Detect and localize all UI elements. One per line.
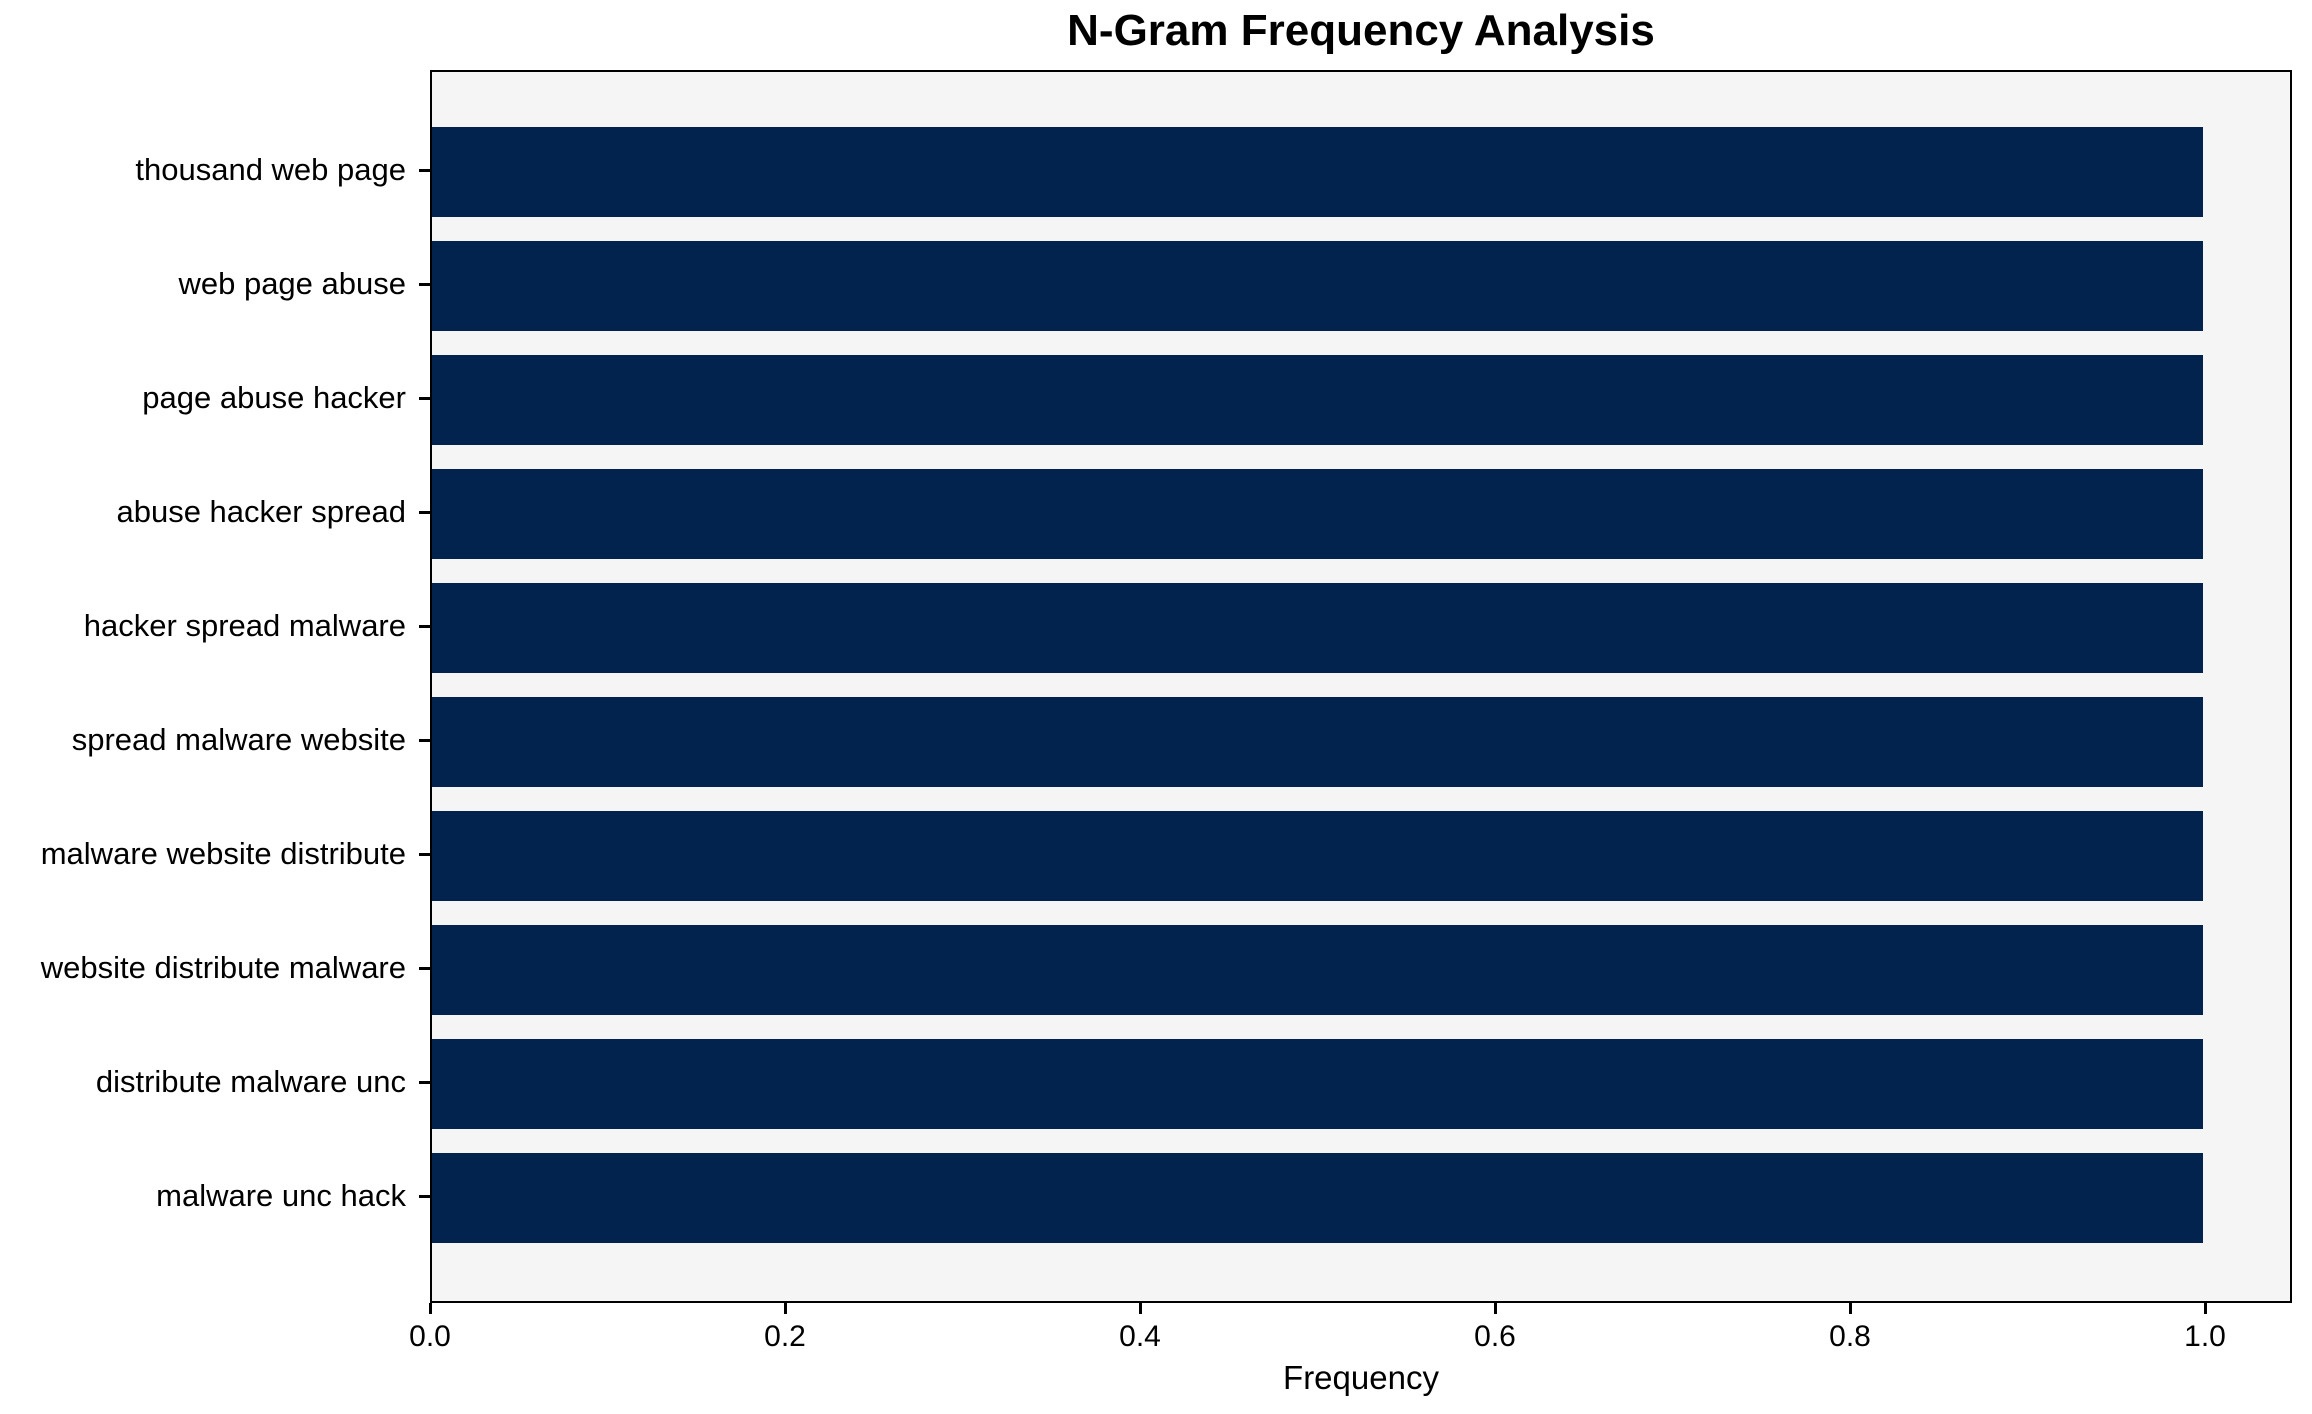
x-axis-tick [428, 1303, 432, 1314]
bar [432, 583, 2204, 673]
y-axis-label: distribute malware unc [95, 1063, 406, 1099]
x-axis-tick [783, 1303, 787, 1314]
bar [432, 241, 2204, 331]
plot-area [430, 70, 2292, 1303]
y-axis-tick [419, 510, 430, 514]
y-axis-tick [419, 168, 430, 172]
y-axis-tick [419, 1194, 430, 1198]
y-axis-tick [419, 852, 430, 856]
y-axis-label: spread malware website [71, 721, 406, 757]
x-axis-tick-label: 0.6 [1474, 1320, 1516, 1353]
y-axis-label: thousand web page [135, 151, 406, 187]
x-axis-tick-label: 0.8 [1829, 1320, 1871, 1353]
x-axis-tick-label: 0.0 [409, 1320, 451, 1353]
y-axis-tick [419, 282, 430, 286]
y-axis-tick [419, 738, 430, 742]
y-axis-label: abuse hacker spread [116, 493, 406, 529]
y-axis-tick [419, 624, 430, 628]
bar [432, 1039, 2204, 1129]
y-axis-label: page abuse hacker [142, 379, 406, 415]
chart-title: N-Gram Frequency Analysis [1067, 6, 1655, 55]
bar [432, 355, 2204, 445]
y-axis-tick [419, 1080, 430, 1084]
bar [432, 469, 2204, 559]
x-axis-tick [2203, 1303, 2207, 1314]
x-axis-tick-label: 0.2 [764, 1320, 806, 1353]
y-axis-label: web page abuse [178, 265, 406, 301]
x-axis-tick-label: 1.0 [2184, 1320, 2226, 1353]
y-axis-tick [419, 966, 430, 970]
bar [432, 697, 2204, 787]
x-axis-tick-label: 0.4 [1119, 1320, 1161, 1353]
x-axis-title: Frequency [1283, 1359, 1439, 1396]
x-axis-tick [1848, 1303, 1852, 1314]
y-axis-tick [419, 396, 430, 400]
x-axis-tick [1493, 1303, 1497, 1314]
y-axis-label: website distribute malware [40, 949, 406, 985]
y-axis-label: hacker spread malware [83, 607, 406, 643]
y-axis-label: malware website distribute [40, 835, 406, 871]
bar [432, 1153, 2204, 1243]
y-axis-label: malware unc hack [156, 1177, 406, 1213]
bar [432, 925, 2204, 1015]
bar [432, 811, 2204, 901]
x-axis-tick [1138, 1303, 1142, 1314]
bar [432, 127, 2204, 217]
